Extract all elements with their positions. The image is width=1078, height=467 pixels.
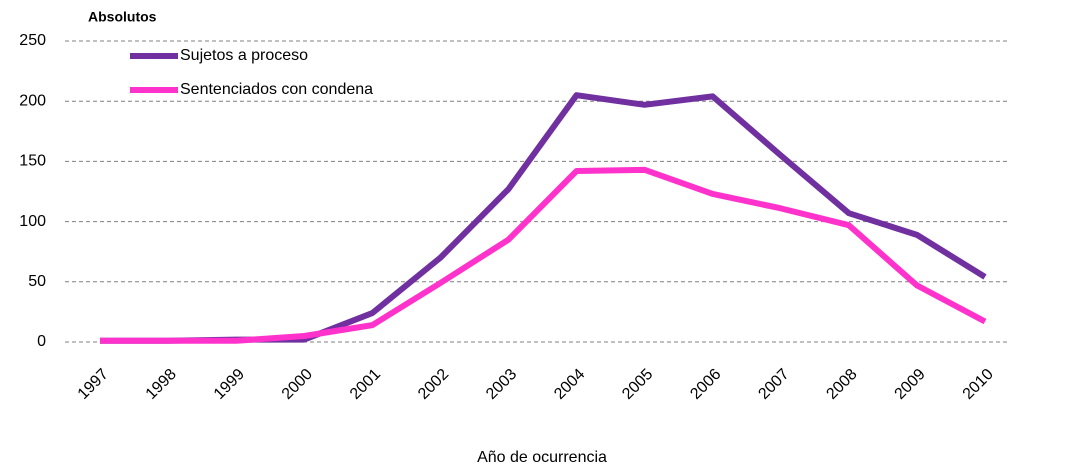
y-tick-label: 100: [19, 213, 46, 230]
y-axis-label: Absolutos: [88, 9, 157, 25]
x-axis-title: Año de ocurrencia: [477, 449, 607, 466]
legend-label: Sujetos a proceso: [180, 47, 308, 64]
y-tick-label: 250: [19, 32, 46, 49]
x-tick-label: 2004: [551, 366, 588, 403]
x-tick-label: 2007: [755, 366, 792, 403]
x-tick-label: 2001: [347, 366, 384, 403]
x-tick-label: 1997: [75, 366, 112, 403]
y-tick-label: 0: [37, 333, 46, 350]
x-tick-label: 1998: [143, 366, 180, 403]
x-tick-label: 2005: [619, 366, 656, 403]
x-tick-label: 2009: [892, 366, 929, 403]
x-tick-label: 2006: [687, 366, 724, 403]
y-tick-label: 200: [19, 92, 46, 109]
x-tick-label: 2008: [823, 366, 860, 403]
x-tick-label: 2002: [415, 366, 452, 403]
data-line: [100, 92, 987, 344]
x-tick-label: 1999: [211, 366, 248, 403]
x-tick-label: 2000: [279, 366, 316, 403]
legend-label: Sentenciados con condena: [180, 81, 373, 98]
x-tick-label: 2003: [483, 366, 520, 403]
x-tick-label: 2010: [960, 366, 997, 403]
data-line: [100, 166, 987, 344]
y-tick-label: 50: [28, 273, 46, 290]
y-tick-label: 150: [19, 153, 46, 170]
